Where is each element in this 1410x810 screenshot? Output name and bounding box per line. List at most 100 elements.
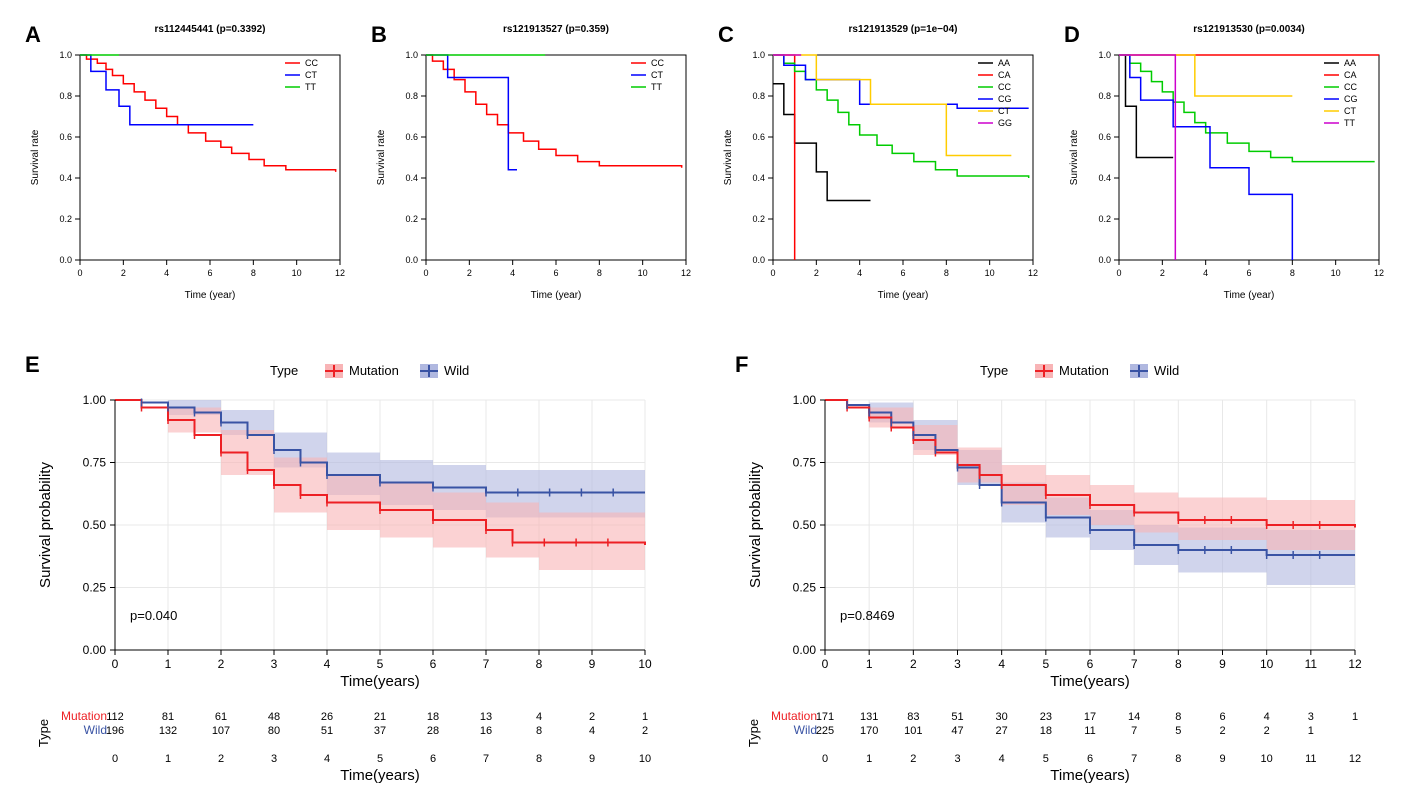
panel-c: Crs121913529 (p=1e−04)0.00.20.40.60.81.0…: [713, 20, 1044, 310]
risk-value: 47: [951, 725, 963, 737]
x-tick-label: 12: [335, 268, 345, 278]
y-tick-label: 0.6: [1098, 132, 1111, 142]
legend-label: CA: [1344, 70, 1357, 80]
risk-value: 28: [427, 725, 439, 737]
y-tick-label: 0.00: [83, 643, 107, 657]
x-tick-label: 0: [77, 268, 82, 278]
risk-value: 37: [374, 725, 386, 737]
x-tick-label: 6: [554, 268, 559, 278]
x-tick-label: 3: [954, 657, 961, 671]
risk-value: 2: [1264, 725, 1270, 737]
panel-label: C: [718, 22, 734, 47]
risk-row-label: Mutation: [771, 709, 817, 723]
legend-label: CT: [651, 70, 663, 80]
y-tick-label: 0.0: [1098, 255, 1111, 265]
x-tick-label: 10: [1260, 657, 1274, 671]
legend-label: CG: [1344, 94, 1358, 104]
x-tick-label: 4: [324, 657, 331, 671]
risk-value: 3: [1308, 711, 1314, 723]
risk-value: 27: [996, 725, 1008, 737]
legend-label: CC: [998, 82, 1011, 92]
legend-title: Type: [980, 363, 1008, 378]
x-tick-label: 4: [857, 268, 862, 278]
x-tick-label: 10: [1330, 268, 1340, 278]
x-tick-label: 5: [377, 657, 384, 671]
y-tick-label: 0.2: [406, 214, 419, 224]
panel-f: FTypeMutationWild0.000.250.500.751.00012…: [730, 350, 1390, 790]
x-tick-label: 7: [1131, 657, 1138, 671]
legend-label: AA: [1344, 58, 1356, 68]
risk-row-label: Wild: [794, 723, 817, 737]
y-tick-label: 0.2: [752, 214, 765, 224]
legend-label: CC: [651, 58, 664, 68]
risk-value: 170: [860, 725, 878, 737]
plot-title: rs112445441 (p=0.3392): [155, 24, 266, 35]
risk-value: 51: [951, 711, 963, 723]
risk-value: 6: [1219, 711, 1225, 723]
legend-label: Mutation: [1059, 363, 1109, 378]
risk-value: 26: [321, 711, 333, 723]
plot-frame: [773, 55, 1033, 260]
x-axis-label: Time (year): [531, 290, 582, 301]
risk-x-tick: 7: [483, 753, 489, 765]
risk-value: 4: [589, 725, 595, 737]
risk-x-tick: 8: [1175, 753, 1181, 765]
risk-x-tick: 6: [1087, 753, 1093, 765]
y-tick-label: 0.75: [793, 456, 817, 470]
legend-label: Wild: [444, 363, 469, 378]
risk-value: 101: [904, 725, 922, 737]
x-tick-label: 0: [770, 268, 775, 278]
y-axis-label: Survival probability: [747, 462, 764, 588]
x-tick-label: 6: [900, 268, 905, 278]
plot-title: rs121913527 (p=0.359): [503, 24, 609, 35]
y-tick-label: 0.6: [59, 132, 72, 142]
y-tick-label: 0.2: [1098, 214, 1111, 224]
legend-label: CT: [1344, 106, 1356, 116]
x-tick-label: 8: [536, 657, 543, 671]
risk-value: 225: [816, 725, 834, 737]
risk-x-tick: 11: [1305, 753, 1316, 765]
legend-label: AA: [998, 58, 1010, 68]
x-tick-label: 2: [121, 268, 126, 278]
y-axis-label: Survival rate: [376, 129, 387, 185]
risk-value: 8: [1175, 711, 1181, 723]
panel-a: Ars112445441 (p=0.3392)0.00.20.40.60.81.…: [20, 20, 351, 310]
risk-value: 131: [860, 711, 878, 723]
x-tick-label: 12: [681, 268, 691, 278]
x-tick-label: 6: [1087, 657, 1094, 671]
risk-x-tick: 5: [377, 753, 383, 765]
x-tick-label: 0: [822, 657, 829, 671]
x-tick-label: 8: [597, 268, 602, 278]
legend-title: Type: [270, 363, 298, 378]
y-tick-label: 0.00: [793, 643, 817, 657]
x-axis-label: Time(years): [340, 673, 419, 690]
legend-label: CT: [998, 106, 1010, 116]
risk-x-tick: 7: [1131, 753, 1137, 765]
risk-value: 4: [1264, 711, 1270, 723]
bottom-row: ETypeMutationWild0.000.250.500.751.00012…: [20, 350, 1390, 790]
legend-label: CC: [305, 58, 318, 68]
plot-title: rs121913530 (p=0.0034): [1193, 24, 1304, 35]
risk-x-tick: 9: [1219, 753, 1225, 765]
x-tick-label: 4: [510, 268, 515, 278]
y-tick-label: 1.0: [1098, 50, 1111, 60]
risk-value: 21: [374, 711, 386, 723]
risk-value: 18: [427, 711, 439, 723]
legend-label: TT: [651, 82, 662, 92]
x-tick-label: 6: [207, 268, 212, 278]
y-tick-label: 1.00: [83, 393, 107, 407]
risk-value: 48: [268, 711, 280, 723]
risk-value: 2: [1219, 725, 1225, 737]
risk-row-label: Mutation: [61, 709, 107, 723]
risk-x-tick: 8: [536, 753, 542, 765]
x-tick-label: 4: [164, 268, 169, 278]
y-tick-label: 0.25: [793, 581, 817, 595]
y-tick-label: 0.6: [406, 132, 419, 142]
x-tick-label: 5: [1042, 657, 1049, 671]
risk-x-tick: 9: [589, 753, 595, 765]
panel-label: D: [1064, 22, 1080, 47]
y-tick-label: 0.8: [752, 91, 765, 101]
risk-x-tick: 3: [271, 753, 277, 765]
legend-label: Wild: [1154, 363, 1179, 378]
panel-label: F: [735, 352, 748, 377]
